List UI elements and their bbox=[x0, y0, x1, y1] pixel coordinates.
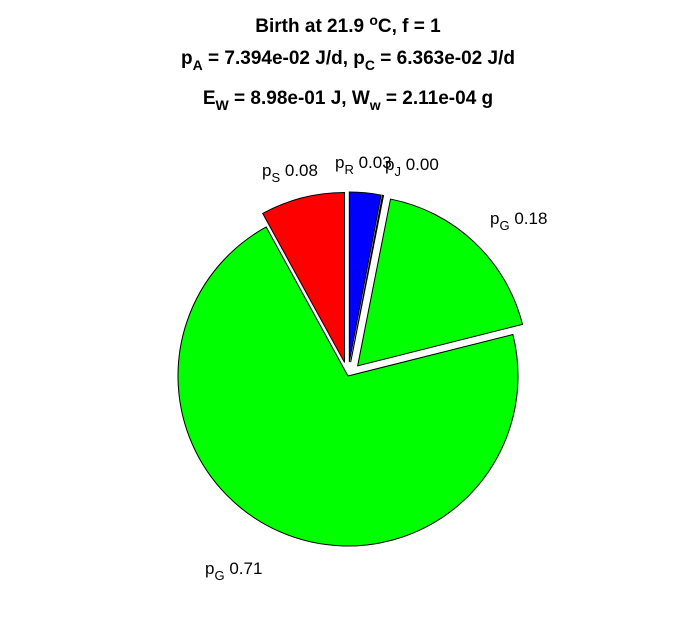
pie-labels: pJ 0.00 pG 0.18 pG 0.71 pS 0.08 pR 0.03 bbox=[205, 153, 547, 583]
title-line-1: Birth at 21.9 oC, f = 1 bbox=[255, 12, 441, 37]
slice-label-pS-0.08: pS 0.08 bbox=[262, 161, 318, 185]
slice-label-pJ-0.00: pJ 0.00 bbox=[385, 155, 439, 179]
pie-slice-pG-0.18 bbox=[356, 198, 524, 367]
chart-title: Birth at 21.9 oC, f = 1 pA = 7.394e-02 J… bbox=[181, 12, 515, 113]
pie-slice-pG-0.71 bbox=[177, 226, 519, 547]
slice-label-pR-0.03: pR 0.03 bbox=[335, 153, 392, 177]
slice-label-pG-0.71: pG 0.71 bbox=[205, 559, 262, 583]
pie-slices bbox=[177, 191, 524, 547]
slice-label-pG-0.18: pG 0.18 bbox=[490, 209, 547, 233]
title-line-2: pA = 7.394e-02 J/d, pC = 6.363e-02 J/d bbox=[181, 48, 515, 73]
pie-slice-pR-0.03 bbox=[348, 191, 382, 363]
pie-slice-pJ-0.00 bbox=[350, 194, 385, 363]
title-line-3: EW = 8.98e-01 J, Ww = 2.11e-04 g bbox=[203, 88, 493, 113]
pie-slice-pS-0.08 bbox=[262, 191, 346, 363]
